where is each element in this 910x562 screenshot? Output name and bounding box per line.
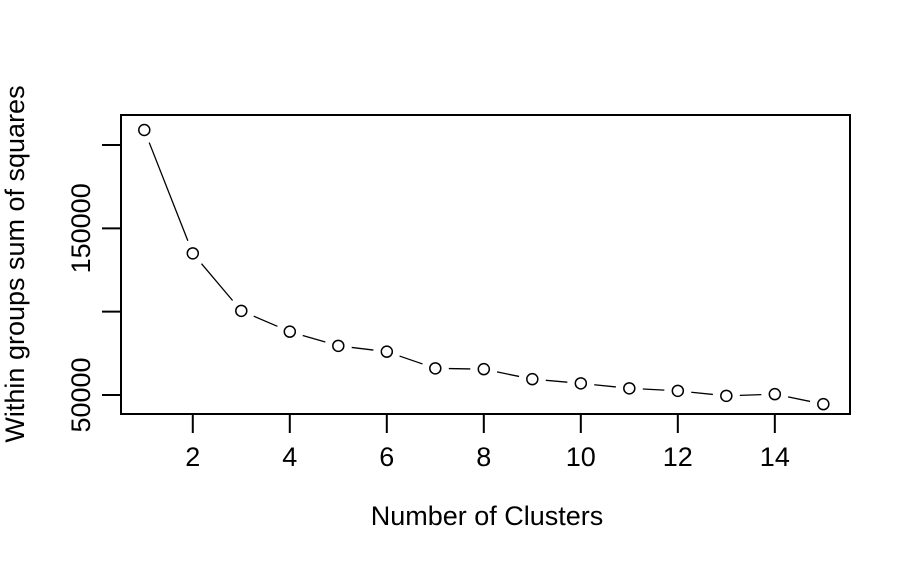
- series-segment: [691, 391, 713, 396]
- data-point: [526, 372, 539, 386]
- series-segment: [545, 379, 568, 383]
- plot-border: [120, 114, 851, 415]
- series-segment: [399, 355, 423, 365]
- series-line-segments: [148, 142, 811, 403]
- series-segment: [642, 388, 665, 391]
- x-tick-label: 4: [282, 442, 297, 472]
- series-segment: [351, 346, 374, 351]
- data-point: [332, 339, 345, 353]
- x-tick-label: 14: [760, 442, 790, 472]
- x-axis-title: Number of Clusters: [371, 501, 604, 531]
- series-segment: [496, 371, 520, 378]
- data-point: [186, 247, 200, 260]
- series-segment: [200, 263, 234, 301]
- data-point: [720, 389, 733, 403]
- x-axis-tick-labels: 2 4 6 8 10 12 14: [185, 442, 790, 472]
- series-segment: [148, 142, 189, 242]
- y-tick-label: 50000: [66, 357, 96, 432]
- x-tick-label: 6: [379, 442, 394, 472]
- x-tick-label: 10: [566, 442, 596, 472]
- series-segment: [594, 384, 616, 388]
- data-point: [429, 362, 442, 375]
- x-tick-label: 2: [185, 442, 200, 472]
- data-point: [768, 387, 782, 401]
- data-point: [380, 345, 394, 358]
- data-point: [235, 304, 248, 318]
- data-point: [817, 397, 830, 411]
- data-point: [671, 384, 685, 398]
- y-tick-label: 150000: [66, 183, 96, 273]
- y-axis-ticks: [102, 144, 121, 396]
- y-axis-tick-labels: 50000 150000: [66, 183, 96, 432]
- data-point: [283, 325, 297, 338]
- series-segment: [253, 315, 278, 327]
- x-axis-ticks: [191, 414, 776, 433]
- x-tick-label: 8: [476, 442, 491, 472]
- data-point: [138, 123, 151, 137]
- data-point: [477, 362, 491, 376]
- series-markers: [138, 123, 830, 411]
- series-segment: [302, 334, 326, 343]
- y-axis-title: Within groups sum of squares: [0, 85, 30, 442]
- x-tick-label: 12: [663, 442, 693, 472]
- data-point: [623, 382, 636, 395]
- series-segment: [787, 396, 811, 403]
- series-segment: [739, 393, 762, 397]
- data-point: [574, 377, 588, 390]
